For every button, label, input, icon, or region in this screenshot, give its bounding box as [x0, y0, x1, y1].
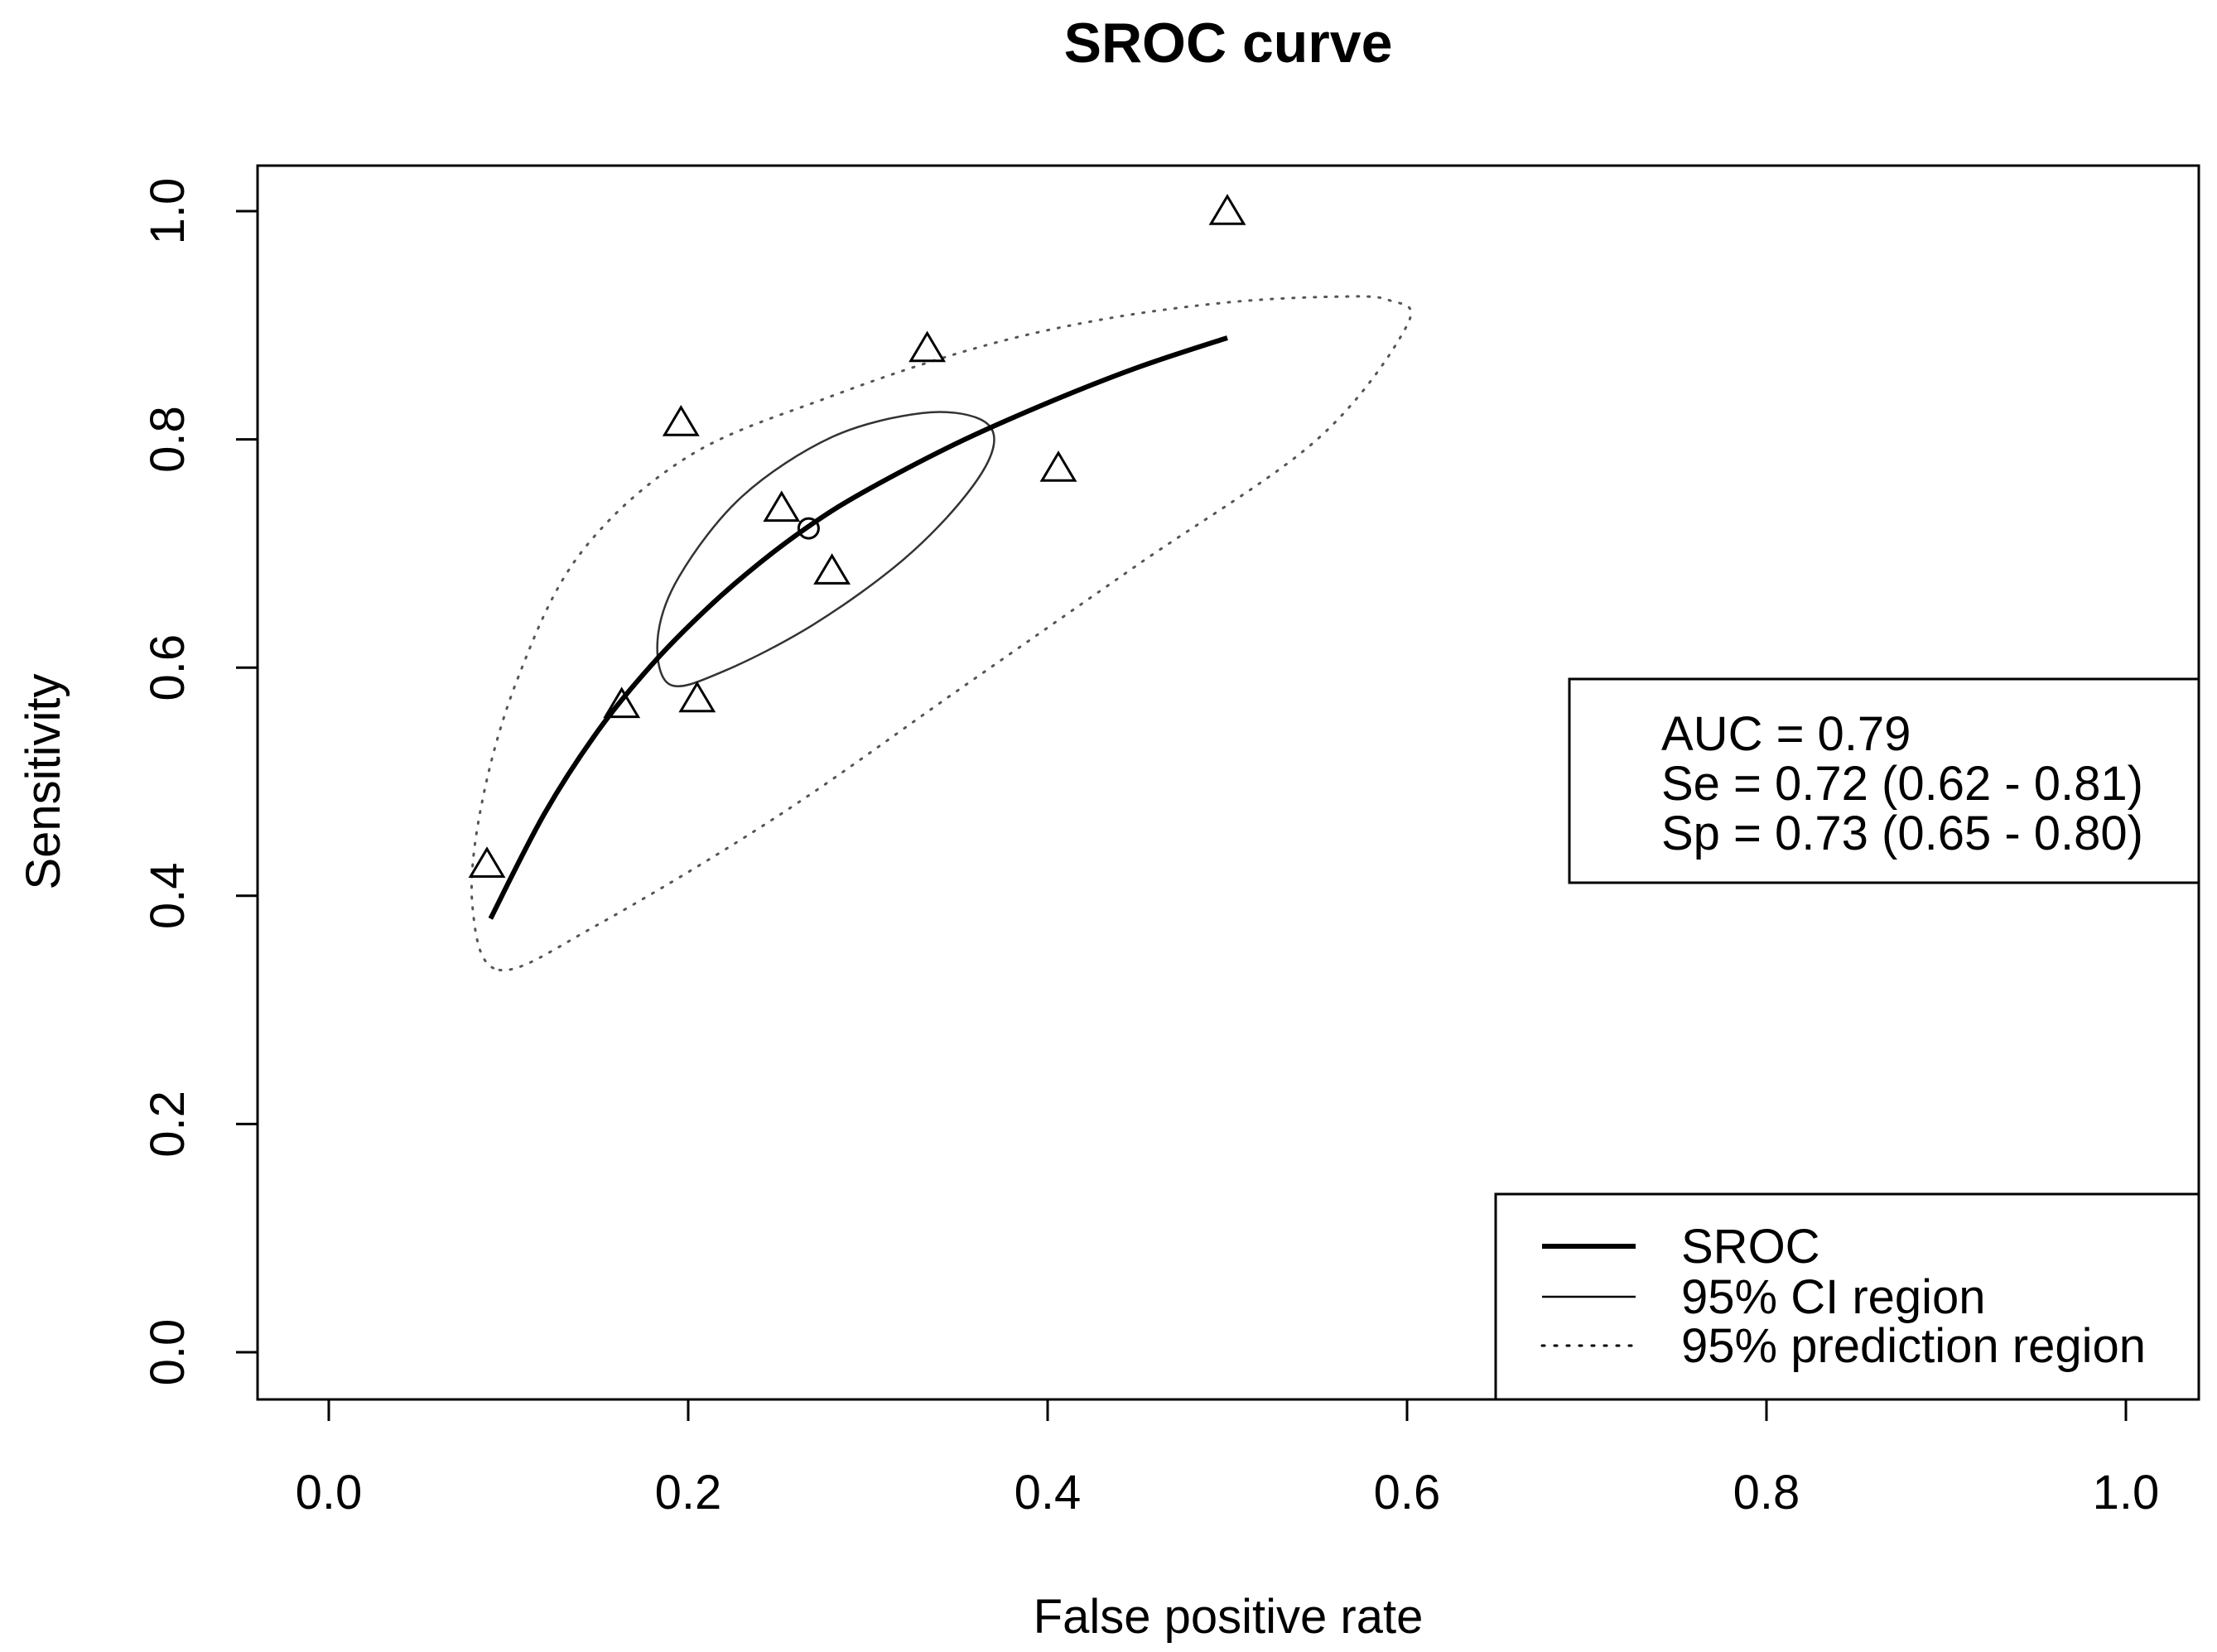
- stats-sp: Sp = 0.73 (0.65 - 0.80): [1661, 807, 2143, 860]
- x-tick-label: 0.6: [1374, 1466, 1441, 1520]
- y-axis: 0.0 0.2 0.4 0.6 0.8 1.0: [141, 178, 259, 1386]
- prediction-region-outline: [470, 295, 1413, 972]
- y-tick-label: 0.2: [141, 1091, 195, 1158]
- y-ticks: 0.0 0.2 0.4 0.6 0.8 1.0: [141, 178, 258, 1386]
- study-point: [662, 404, 700, 436]
- y-tick-label: 0.8: [141, 406, 195, 473]
- study-point: [678, 681, 716, 713]
- stats-box-frame: [1568, 677, 2200, 884]
- sroc-curve-line: [488, 335, 1228, 920]
- legend-label-sroc: SROC: [1681, 1220, 1820, 1274]
- stats-auc: AUC = 0.79: [1661, 707, 1911, 761]
- study-point: [1208, 194, 1246, 225]
- study-point: [908, 330, 947, 363]
- chart-title: SROC curve: [1064, 12, 1393, 75]
- y-tick-label: 0.6: [141, 634, 195, 701]
- x-tick-label: 0.8: [1733, 1466, 1800, 1520]
- study-point: [603, 686, 641, 719]
- x-axis-title: False positive rate: [1034, 1590, 1424, 1644]
- y-axis-title: Sensitivity: [17, 673, 70, 889]
- legend-label-ci: 95% CI region: [1681, 1270, 1986, 1324]
- study-point: [813, 553, 851, 585]
- study-point: [1039, 450, 1077, 482]
- study-point: [468, 846, 506, 878]
- x-ticks: 0.0 0.2 0.4 0.6 0.8 1.0: [296, 1399, 2160, 1520]
- legend: SROC 95% CI region 95% prediction region: [1494, 1192, 2200, 1401]
- y-tick-label: 1.0: [141, 178, 195, 245]
- y-tick-label: 0.0: [141, 1319, 195, 1386]
- legend-label-prediction: 95% prediction region: [1681, 1319, 2146, 1373]
- study-point: [763, 490, 801, 523]
- points-layer: [468, 194, 1246, 878]
- stats-box: AUC = 0.79 Se = 0.72 (0.62 - 0.81) Sp = …: [1568, 677, 2200, 884]
- stats-se: Se = 0.72 (0.62 - 0.81): [1661, 757, 2143, 811]
- curve-layer: [488, 335, 1228, 920]
- x-tick-label: 1.0: [2093, 1466, 2160, 1520]
- regions-layer: [470, 295, 1413, 972]
- x-tick-label: 0.4: [1015, 1466, 1082, 1520]
- x-tick-label: 0.2: [655, 1466, 722, 1520]
- ci-region-outline: [656, 411, 995, 688]
- y-tick-label: 0.4: [141, 862, 195, 929]
- summary-point: [797, 517, 820, 540]
- x-tick-label: 0.0: [296, 1466, 363, 1520]
